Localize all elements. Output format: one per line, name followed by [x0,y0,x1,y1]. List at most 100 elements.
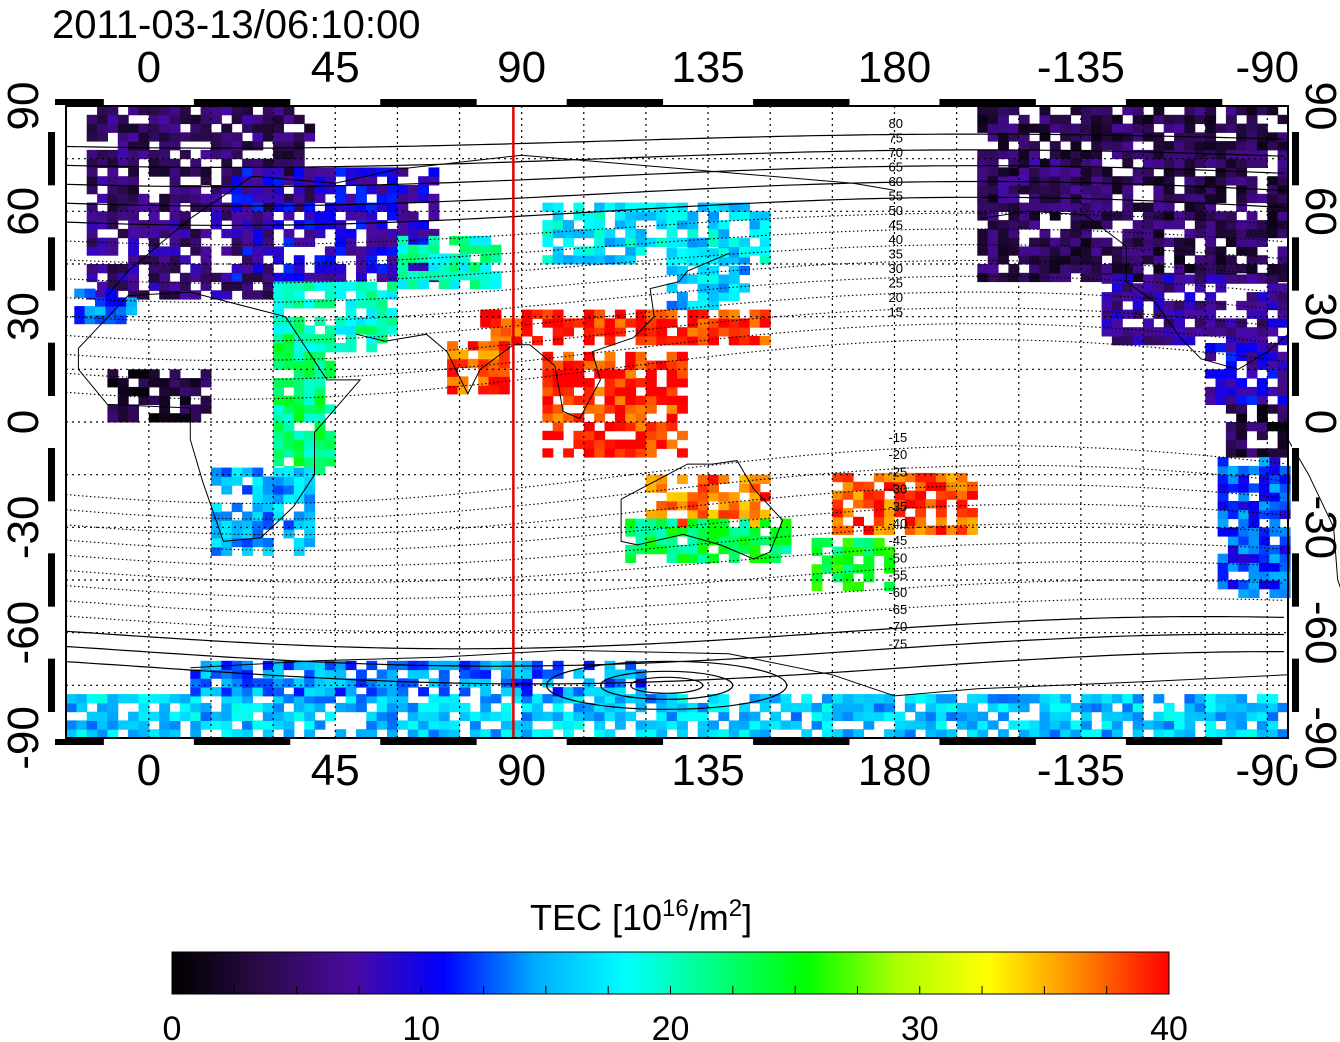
tec-cell [438,253,450,263]
tec-cell [946,694,958,704]
tec-cell [211,290,222,300]
tec-cell [604,202,616,212]
tec-cell [946,711,958,721]
tec-cell [86,114,98,125]
tec-cell [873,516,885,527]
tec-cell [708,202,719,212]
tec-cell [1143,246,1154,256]
tec-cell [935,711,947,721]
tec-cell [1029,141,1040,151]
tec-cell [884,702,895,713]
tec-cell [1225,336,1237,346]
tec-cell [842,525,854,535]
tec-cell [656,501,668,511]
tec-cell [552,211,564,221]
tec-cell [1269,580,1281,590]
tec-cell [1246,246,1258,256]
tec-cell [200,720,212,730]
tec-cell [998,106,1009,116]
tec-cell [314,272,326,283]
tec-cell [998,193,1009,204]
tec-cell [1101,309,1113,319]
tec-cell [221,520,233,530]
tec-cell [438,720,450,730]
mlat-contour [65,165,1284,188]
tec-cell [563,448,574,458]
tec-cell [645,448,657,458]
tec-cell [1225,378,1237,388]
tec-cell [718,694,730,704]
tec-cell [573,360,585,370]
tec-cell [242,185,253,195]
tec-cell [252,185,264,195]
tec-cell [221,711,233,721]
tec-cell [1091,237,1103,247]
tec-cell [293,149,305,160]
tec-cell [614,309,626,319]
tec-cell [397,271,409,281]
tec-cell [1236,237,1248,247]
tec-cell [1246,327,1258,337]
tec-cell [1215,729,1227,739]
tec-cell [1205,386,1217,397]
tec-cell [304,448,316,458]
tec-cell [1049,202,1061,212]
tec-cell [511,687,523,697]
tec-cell [1070,729,1082,739]
tec-cell [697,544,709,555]
tec-cell [1132,702,1144,713]
tec-cell [117,185,129,195]
tec-cell [998,711,1009,721]
tec-cell [1256,132,1268,142]
tec-cell [1111,336,1123,346]
tec-cell [200,123,212,133]
contour-label-north: 50 [888,203,902,218]
tec-cell [397,253,409,263]
tec-cell [1267,141,1279,151]
tec-cell [376,264,388,274]
tec-cell [915,508,927,518]
tec-cell [324,660,336,671]
tec-cell [366,729,378,739]
tec-cell [117,404,129,414]
tec-cell [252,537,264,548]
tec-cell [356,729,367,739]
tec-cell [1256,327,1268,337]
tec-cell [573,378,585,388]
tec-cell [293,185,305,195]
mlat-contour [65,133,1284,149]
tec-cell [1029,158,1040,168]
tec-cell [407,711,419,721]
tec-cell [231,272,243,283]
tec-cell [1091,141,1103,151]
tec-cell [822,564,833,574]
tec-cell [1091,132,1103,142]
tec-cell [179,413,191,423]
tec-cell [853,711,864,721]
tec-cell [1101,141,1113,151]
tec-cell [314,430,326,441]
colorbar-tick-label: 10 [402,1010,440,1042]
tec-cell [1143,292,1154,302]
tec-cell [1070,106,1082,116]
tec-cell [1132,246,1144,256]
tec-cell [273,193,284,204]
tec-cell [252,193,264,204]
tec-cell [242,290,253,300]
tec-cell [95,314,106,325]
tec-cell [759,246,771,256]
tec-cell [273,404,284,414]
tec-cell [86,167,98,177]
tec-cell [987,167,999,177]
tec-cell [273,720,284,730]
tec-cell [1227,501,1239,511]
tec-cell [1277,114,1289,125]
tec-cell [677,702,688,713]
tec-cell [438,669,450,679]
tec-cell [687,300,699,311]
tec-cell [304,360,316,370]
tec-cell [635,395,647,405]
tec-cell [324,430,336,441]
bottom-lon-tick-label: -135 [1037,746,1125,795]
tec-cell [273,255,284,265]
